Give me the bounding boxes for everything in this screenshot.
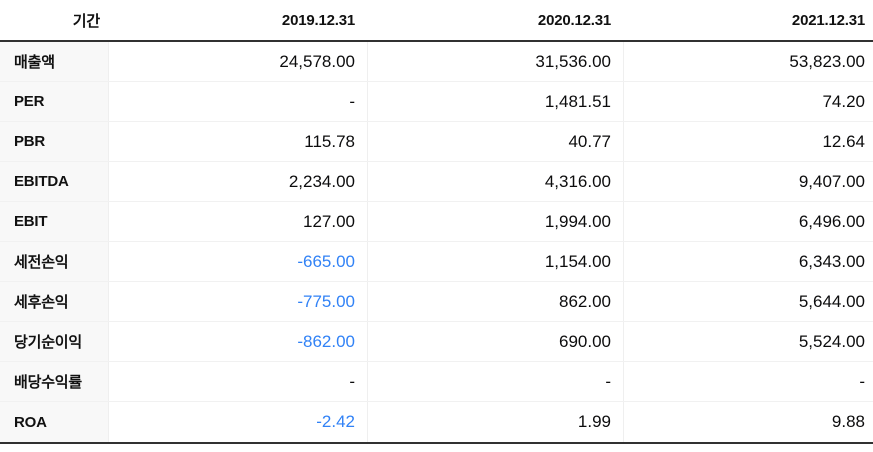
table-row-ebit: EBIT 127.00 1,994.00 6,496.00 xyxy=(0,202,873,242)
table-row-net-income: 당기순이익 -862.00 690.00 5,524.00 xyxy=(0,322,873,362)
table-row-pretax-profit: 세전손익 -665.00 1,154.00 6,343.00 xyxy=(0,242,873,282)
cell-value: -862.00 xyxy=(108,322,367,361)
cell-value: 1,154.00 xyxy=(367,242,623,281)
cell-value: 24,578.00 xyxy=(108,42,367,81)
cell-value: 862.00 xyxy=(367,282,623,321)
cell-value: 115.78 xyxy=(108,122,367,161)
cell-value: 6,343.00 xyxy=(623,242,873,281)
cell-value: 40.77 xyxy=(367,122,623,161)
row-label: EBIT xyxy=(0,202,108,241)
row-label: 매출액 xyxy=(0,42,108,81)
cell-value: 4,316.00 xyxy=(367,162,623,201)
row-label: 배당수익률 xyxy=(0,362,108,401)
cell-value: 9.88 xyxy=(623,402,873,442)
table-row-pbr: PBR 115.78 40.77 12.64 xyxy=(0,122,873,162)
table-row-roa: ROA -2.42 1.99 9.88 xyxy=(0,402,873,444)
cell-value: 53,823.00 xyxy=(623,42,873,81)
table-row-aftertax-profit: 세후손익 -775.00 862.00 5,644.00 xyxy=(0,282,873,322)
cell-value: - xyxy=(108,82,367,121)
cell-value: 690.00 xyxy=(367,322,623,361)
row-label: EBITDA xyxy=(0,162,108,201)
row-label: 세전손익 xyxy=(0,242,108,281)
cell-value: 74.20 xyxy=(623,82,873,121)
row-label: ROA xyxy=(0,402,108,442)
cell-value: 1.99 xyxy=(367,402,623,442)
row-label: PBR xyxy=(0,122,108,161)
cell-value: 5,644.00 xyxy=(623,282,873,321)
table-row-revenue: 매출액 24,578.00 31,536.00 53,823.00 xyxy=(0,42,873,82)
cell-value: -2.42 xyxy=(108,402,367,442)
table-header-row: 기간 2019.12.31 2020.12.31 2021.12.31 xyxy=(0,0,873,42)
row-label: PER xyxy=(0,82,108,121)
cell-value: 5,524.00 xyxy=(623,322,873,361)
row-label: 세후손익 xyxy=(0,282,108,321)
cell-value: 31,536.00 xyxy=(367,42,623,81)
cell-value: 1,994.00 xyxy=(367,202,623,241)
cell-value: -775.00 xyxy=(108,282,367,321)
cell-value: -665.00 xyxy=(108,242,367,281)
cell-value: 2,234.00 xyxy=(108,162,367,201)
cell-value: - xyxy=(623,362,873,401)
cell-value: 6,496.00 xyxy=(623,202,873,241)
cell-value: 1,481.51 xyxy=(367,82,623,121)
cell-value: - xyxy=(367,362,623,401)
period-column-header: 기간 xyxy=(72,12,100,30)
cell-value: 12.64 xyxy=(623,122,873,161)
table-row-dividend-yield: 배당수익률 - - - xyxy=(0,362,873,402)
cell-value: 127.00 xyxy=(108,202,367,241)
row-label: 당기순이익 xyxy=(0,322,108,361)
cell-value: - xyxy=(108,362,367,401)
column-header-2021: 2021.12.31 xyxy=(791,11,865,29)
cell-value: 9,407.00 xyxy=(623,162,873,201)
column-header-2019: 2019.12.31 xyxy=(281,11,355,29)
column-header-2020: 2020.12.31 xyxy=(537,11,611,29)
table-row-ebitda: EBITDA 2,234.00 4,316.00 9,407.00 xyxy=(0,162,873,202)
table-row-per: PER - 1,481.51 74.20 xyxy=(0,82,873,122)
